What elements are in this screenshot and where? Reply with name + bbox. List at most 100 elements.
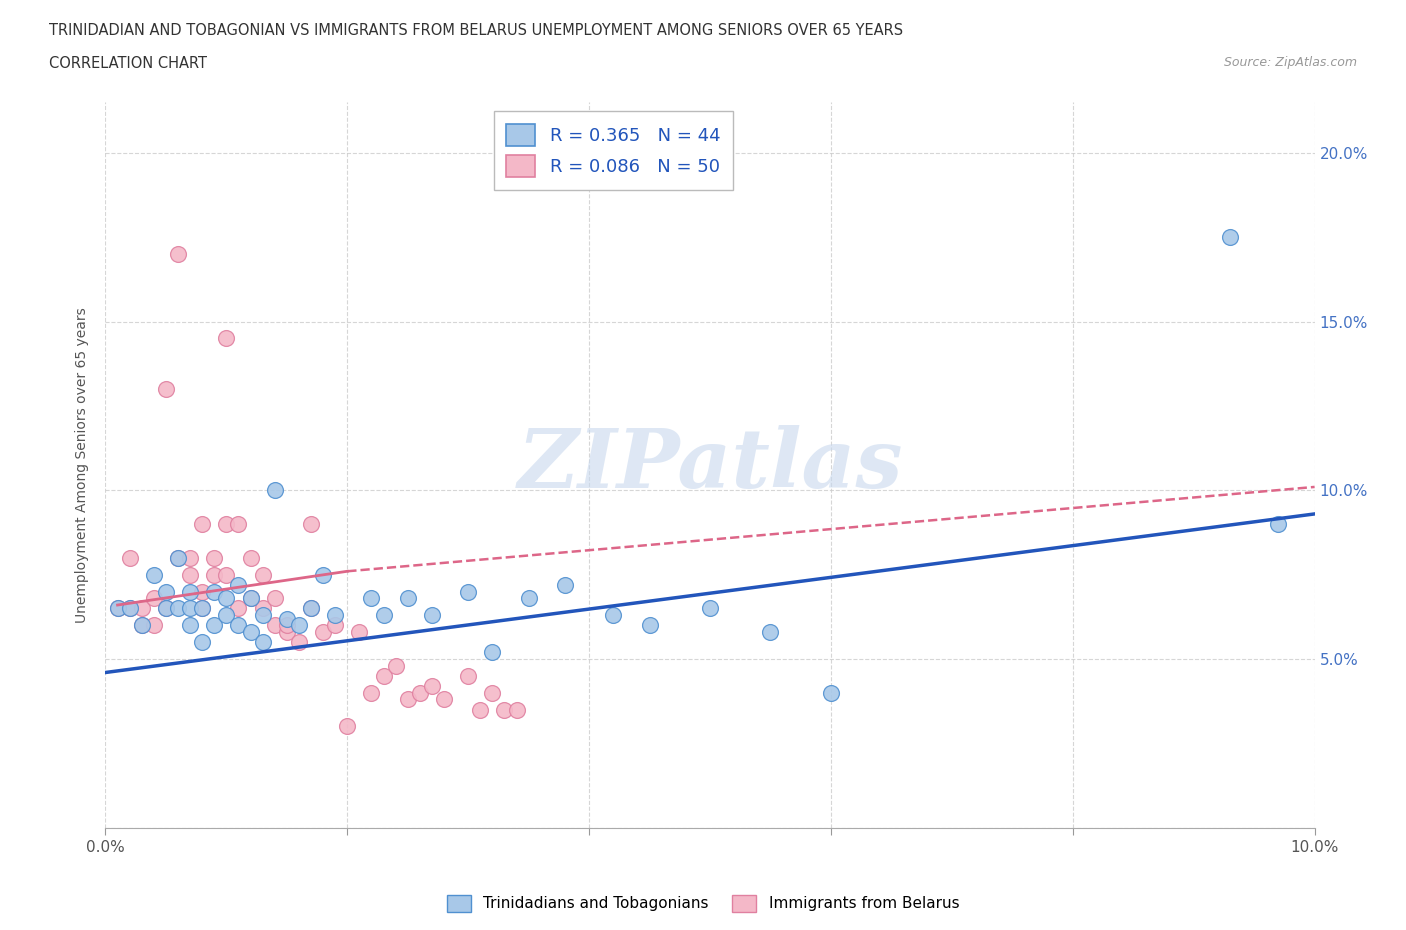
Point [396,692,419,707]
Point [202,551,225,565]
Point [202,584,225,599]
Legend: Trinidadians and Tobagonians, Immigrants from Belarus: Trinidadians and Tobagonians, Immigrants… [440,889,966,918]
Point [396,591,419,605]
Point [118,601,141,616]
Point [167,601,190,616]
Point [276,618,298,632]
Point [191,584,214,599]
Point [360,591,382,605]
Point [252,634,274,649]
Point [179,584,201,599]
Point [228,601,250,616]
Point [167,246,190,261]
Point [699,601,721,616]
Point [118,551,141,565]
Point [360,685,382,700]
Point [215,607,238,622]
Point [142,591,165,605]
Point [167,551,190,565]
Point [179,551,201,565]
Point [252,601,274,616]
Point [1267,516,1289,531]
Point [263,618,285,632]
Point [299,516,322,531]
Point [263,591,285,605]
Point [107,601,129,616]
Point [131,601,153,616]
Point [1219,230,1241,245]
Point [638,618,661,632]
Point [191,601,214,616]
Point [602,607,624,622]
Point [349,625,371,640]
Point [252,607,274,622]
Point [384,658,406,673]
Point [142,567,165,582]
Point [554,578,576,592]
Point [481,644,503,659]
Point [299,601,322,616]
Point [107,601,129,616]
Point [323,607,346,622]
Point [470,702,492,717]
Point [263,483,285,498]
Point [373,669,395,684]
Point [239,551,262,565]
Point [481,685,503,700]
Point [118,601,141,616]
Point [494,702,516,717]
Point [239,591,262,605]
Point [142,618,165,632]
Point [239,591,262,605]
Point [323,618,346,632]
Point [155,584,177,599]
Point [433,692,456,707]
Point [288,618,311,632]
Legend: R = 0.365   N = 44, R = 0.086   N = 50: R = 0.365 N = 44, R = 0.086 N = 50 [494,112,733,190]
Point [517,591,540,605]
Point [373,607,395,622]
Point [155,381,177,396]
Point [155,601,177,616]
Point [228,516,250,531]
Point [131,618,153,632]
Point [215,331,238,346]
Point [191,601,214,616]
Point [312,567,335,582]
Point [820,685,842,700]
Text: ZIPatlas: ZIPatlas [517,425,903,505]
Point [420,679,443,694]
Point [288,634,311,649]
Point [215,567,238,582]
Text: CORRELATION CHART: CORRELATION CHART [49,56,207,71]
Point [215,516,238,531]
Point [336,719,359,734]
Point [202,567,225,582]
Point [131,618,153,632]
Point [759,625,782,640]
Point [409,685,432,700]
Point [505,702,527,717]
Point [215,591,238,605]
Point [252,567,274,582]
Point [276,611,298,626]
Point [239,625,262,640]
Point [312,625,335,640]
Point [228,578,250,592]
Point [457,669,479,684]
Point [179,567,201,582]
Text: TRINIDADIAN AND TOBAGONIAN VS IMMIGRANTS FROM BELARUS UNEMPLOYMENT AMONG SENIORS: TRINIDADIAN AND TOBAGONIAN VS IMMIGRANTS… [49,23,903,38]
Point [191,634,214,649]
Point [167,551,190,565]
Point [457,584,479,599]
Point [179,601,201,616]
Point [191,516,214,531]
Point [179,618,201,632]
Text: Source: ZipAtlas.com: Source: ZipAtlas.com [1223,56,1357,69]
Y-axis label: Unemployment Among Seniors over 65 years: Unemployment Among Seniors over 65 years [76,307,90,623]
Point [202,618,225,632]
Point [228,618,250,632]
Point [299,601,322,616]
Point [276,625,298,640]
Point [155,601,177,616]
